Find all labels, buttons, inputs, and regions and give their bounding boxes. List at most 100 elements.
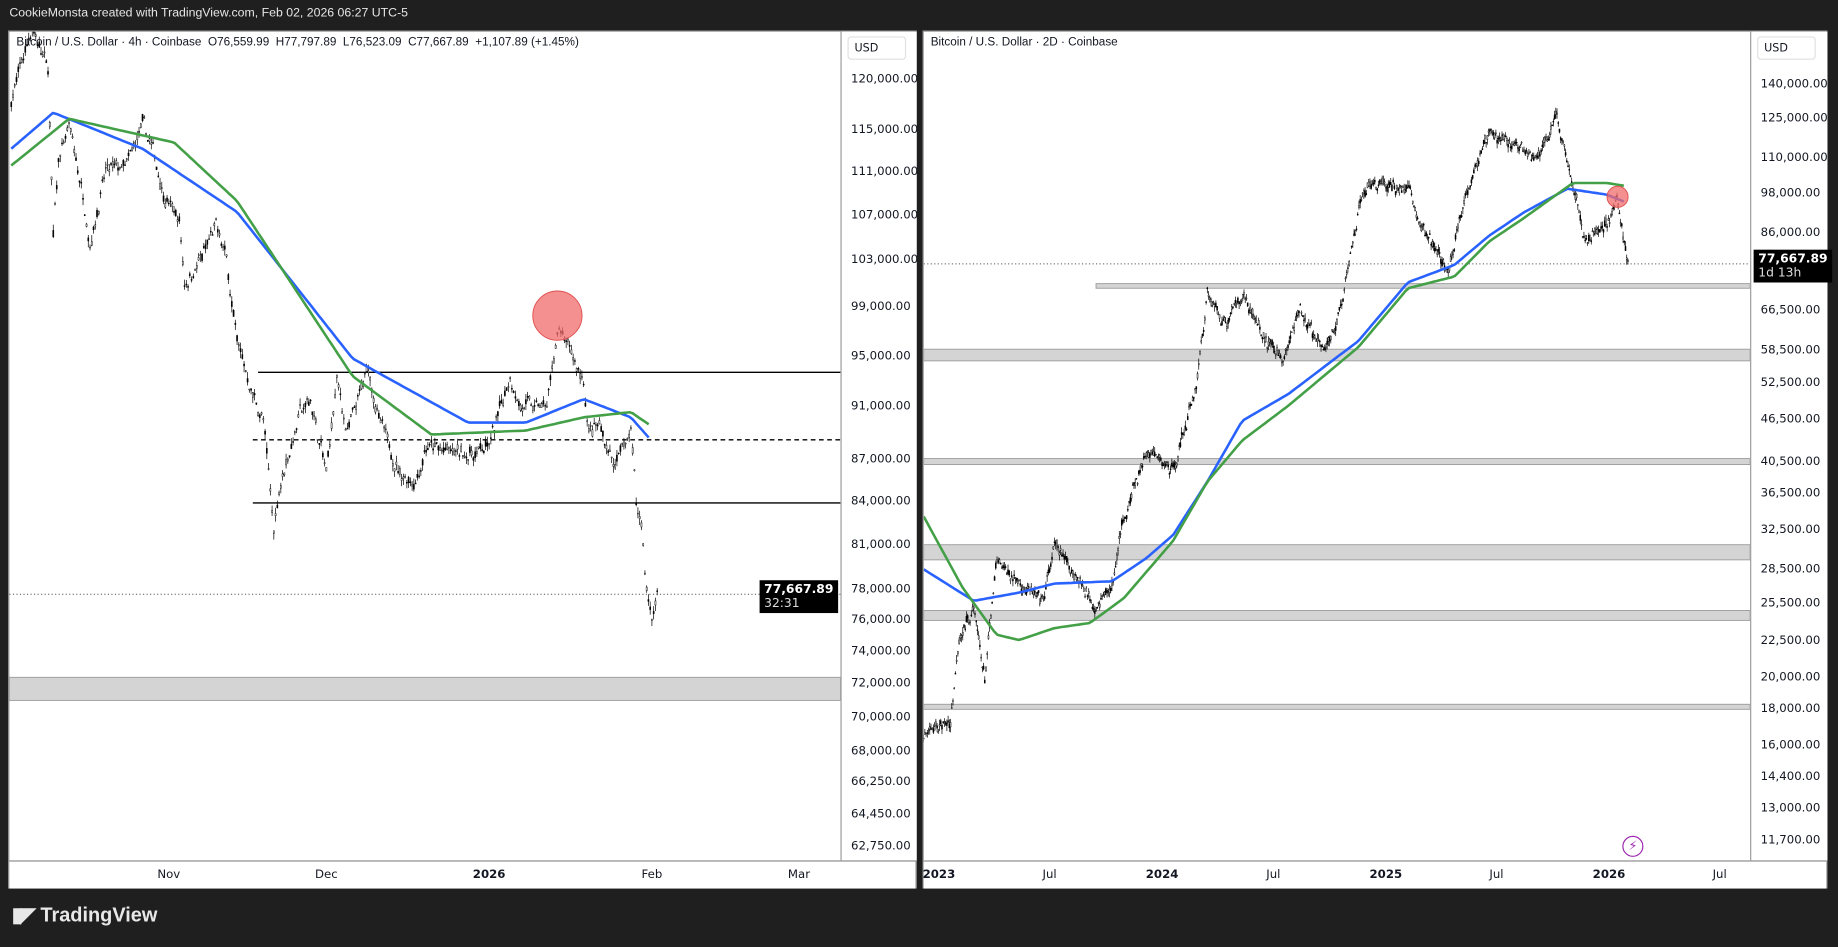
- candle: [332, 411, 335, 415]
- candle: [1491, 131, 1493, 133]
- candle: [1228, 318, 1231, 321]
- candle: [301, 411, 303, 413]
- symbol-legend-2d: Bitcoin / U.S. Dollar · 2D · Coinbase: [931, 36, 1118, 49]
- candle: [1398, 187, 1401, 194]
- candle: [1198, 363, 1200, 366]
- candle: [407, 477, 410, 484]
- chart-panel-2d[interactable]: Bitcoin / U.S. Dollar · 2D · Coinbase ⚡ …: [922, 30, 1833, 889]
- candle: [285, 459, 287, 466]
- candle: [946, 722, 948, 726]
- candle: [1422, 223, 1425, 226]
- candle: [1408, 185, 1410, 188]
- candle: [1625, 257, 1628, 260]
- candle: [1317, 338, 1320, 341]
- candle: [1465, 192, 1468, 195]
- candle: [644, 572, 646, 575]
- candle: [1059, 548, 1062, 551]
- candle: [924, 732, 926, 735]
- candle: [925, 732, 927, 735]
- candle: [1400, 190, 1403, 193]
- candle: [1621, 223, 1623, 227]
- candle: [1387, 184, 1390, 188]
- candle: [947, 720, 949, 723]
- candle: [62, 141, 65, 144]
- candle: [1012, 579, 1014, 582]
- candle: [1594, 228, 1596, 232]
- candle: [1189, 404, 1191, 407]
- candle: [1220, 324, 1222, 326]
- candle: [656, 590, 659, 592]
- candle: [376, 408, 378, 410]
- candle: [344, 429, 347, 431]
- candle: [1050, 563, 1052, 567]
- candle: [1531, 154, 1534, 157]
- price-tick-label: 115,000.00: [851, 123, 919, 137]
- candle: [411, 483, 413, 487]
- candle: [1546, 139, 1549, 142]
- time-tick-label: Dec: [314, 868, 338, 882]
- candle: [1564, 152, 1567, 156]
- candle: [572, 357, 574, 361]
- candle: [1072, 570, 1074, 575]
- time-axis-2d[interactable]: 2023 Jul 2024 Jul 2025 Jul 2026 Jul: [923, 860, 1827, 889]
- candle: [1275, 354, 1277, 356]
- candle: [1601, 225, 1604, 229]
- candle: [1238, 301, 1240, 304]
- candle: [294, 431, 296, 434]
- candle: [565, 340, 567, 343]
- candle: [414, 482, 417, 485]
- candle: [378, 412, 380, 419]
- candle: [469, 446, 471, 453]
- candle: [1131, 484, 1134, 486]
- price-axis-4h[interactable]: USD 120,000.00 115,000.00 111,000.00 107,00…: [840, 31, 919, 861]
- candle: [292, 441, 294, 443]
- candle: [1475, 163, 1478, 166]
- candle: [1566, 160, 1568, 163]
- candle: [40, 53, 42, 55]
- candle: [1579, 215, 1582, 221]
- symbol-title: Bitcoin / U.S. Dollar · 2D · Coinbase: [930, 36, 1118, 50]
- candle: [1590, 240, 1593, 242]
- currency-button[interactable]: USD: [1757, 36, 1816, 60]
- alert-lightning-icon[interactable]: ⚡: [1622, 835, 1644, 857]
- candle: [190, 279, 193, 281]
- candle: [1037, 590, 1040, 593]
- candle: [1162, 464, 1165, 467]
- candle: [1469, 185, 1471, 188]
- candle: [1508, 139, 1511, 142]
- candle: [575, 368, 578, 372]
- candle: [971, 606, 974, 611]
- candle: [1222, 319, 1224, 321]
- time-axis-4h[interactable]: Nov Dec 2026 Feb Mar: [9, 860, 916, 889]
- candle: [1374, 179, 1376, 183]
- candle: [1334, 326, 1337, 331]
- candle: [1325, 346, 1327, 349]
- candle: [94, 224, 97, 227]
- price-axis-2d[interactable]: USD 77,667.89 1d 13h 140,000.00 125,000.00…: [1750, 31, 1833, 861]
- candle: [617, 452, 620, 455]
- candle: [1605, 218, 1607, 225]
- price-tick-label: 84,000.00: [851, 495, 911, 509]
- candle: [10, 102, 13, 108]
- candle: [1323, 347, 1326, 351]
- candle: [274, 513, 277, 516]
- candle: [453, 450, 455, 455]
- candle: [1506, 137, 1508, 142]
- candle: [1421, 225, 1424, 227]
- candle: [975, 620, 977, 623]
- plot-area-4h[interactable]: Bitcoin / U.S. Dollar · 4h · Coinbase O7…: [9, 31, 841, 861]
- candle: [337, 384, 340, 388]
- candle: [1568, 169, 1571, 171]
- candle: [283, 472, 286, 476]
- candle: [570, 349, 573, 355]
- candle: [1105, 588, 1107, 593]
- candle: [1375, 187, 1377, 190]
- currency-button[interactable]: USD: [847, 36, 907, 60]
- candle: [1542, 139, 1545, 143]
- candle: [1141, 465, 1144, 468]
- candle: [542, 400, 545, 405]
- plot-area-2d[interactable]: Bitcoin / U.S. Dollar · 2D · Coinbase ⚡: [923, 32, 1751, 861]
- chart-panel-4h[interactable]: Bitcoin / U.S. Dollar · 4h · Coinbase O7…: [8, 30, 919, 889]
- candle: [17, 66, 20, 72]
- candle: [1084, 595, 1086, 598]
